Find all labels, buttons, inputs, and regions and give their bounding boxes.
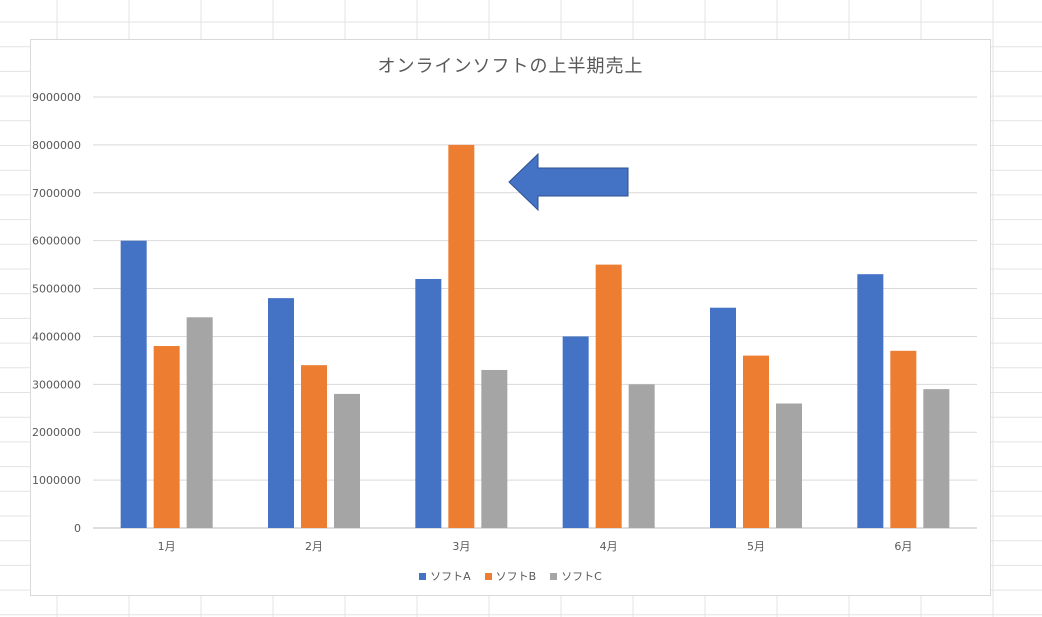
x-tick-label: 4月 bbox=[600, 540, 618, 553]
bar bbox=[153, 346, 180, 528]
y-tick-label: 8000000 bbox=[32, 139, 81, 152]
y-tick-label: 7000000 bbox=[32, 187, 81, 200]
bar bbox=[448, 144, 475, 528]
bar bbox=[776, 403, 802, 528]
x-tick-label: 2月 bbox=[305, 540, 323, 553]
legend: ソフトA ソフトB ソフトC bbox=[31, 568, 990, 584]
x-tick-label: 5月 bbox=[747, 540, 765, 553]
y-tick-label: 1000000 bbox=[32, 474, 81, 487]
y-tick-label: 3000000 bbox=[32, 378, 81, 391]
legend-swatch bbox=[484, 572, 492, 580]
bar bbox=[268, 298, 294, 528]
y-tick-label: 6000000 bbox=[32, 235, 81, 248]
legend-label: ソフトC bbox=[561, 570, 602, 583]
y-tick-label: 0 bbox=[74, 522, 81, 535]
legend-item: ソフトC bbox=[550, 568, 602, 584]
chart-title: オンラインソフトの上半期売上 bbox=[377, 56, 644, 77]
legend-swatch bbox=[550, 572, 558, 580]
legend-item: ソフトB bbox=[484, 568, 537, 584]
bar bbox=[890, 350, 917, 528]
left-arrow-annotation[interactable] bbox=[31, 40, 992, 597]
left-arrow-icon bbox=[508, 152, 629, 212]
bar bbox=[595, 264, 622, 528]
legend-item: ソフトA bbox=[419, 568, 471, 584]
bar bbox=[857, 274, 884, 528]
bar bbox=[415, 278, 442, 528]
y-tick-label: 2000000 bbox=[32, 426, 81, 439]
bar bbox=[628, 384, 655, 528]
y-tick-label: 9000000 bbox=[32, 91, 81, 104]
chart-area[interactable]: オンラインソフトの上半期売上 0 1000000 2000000 3000000 400… bbox=[30, 39, 991, 596]
legend-swatch bbox=[419, 572, 427, 580]
x-tick-label: 1月 bbox=[158, 540, 176, 553]
x-tick-label: 3月 bbox=[452, 540, 470, 553]
plot-area: 0 1000000 2000000 3000000 4000000 5000000 6000… bbox=[32, 91, 977, 553]
y-tick-label: 5000000 bbox=[32, 283, 81, 296]
bar bbox=[301, 365, 327, 528]
bar bbox=[743, 355, 769, 528]
bar bbox=[710, 307, 736, 528]
x-tick-label: 6月 bbox=[894, 540, 912, 553]
legend-label: ソフトB bbox=[495, 570, 537, 583]
bar bbox=[562, 336, 589, 528]
y-tick-label: 4000000 bbox=[32, 330, 81, 343]
bar bbox=[334, 393, 360, 528]
bar bbox=[186, 317, 213, 528]
bar bbox=[120, 240, 147, 528]
bar bbox=[923, 389, 950, 528]
bar bbox=[481, 369, 508, 528]
legend-label: ソフトA bbox=[430, 570, 471, 583]
